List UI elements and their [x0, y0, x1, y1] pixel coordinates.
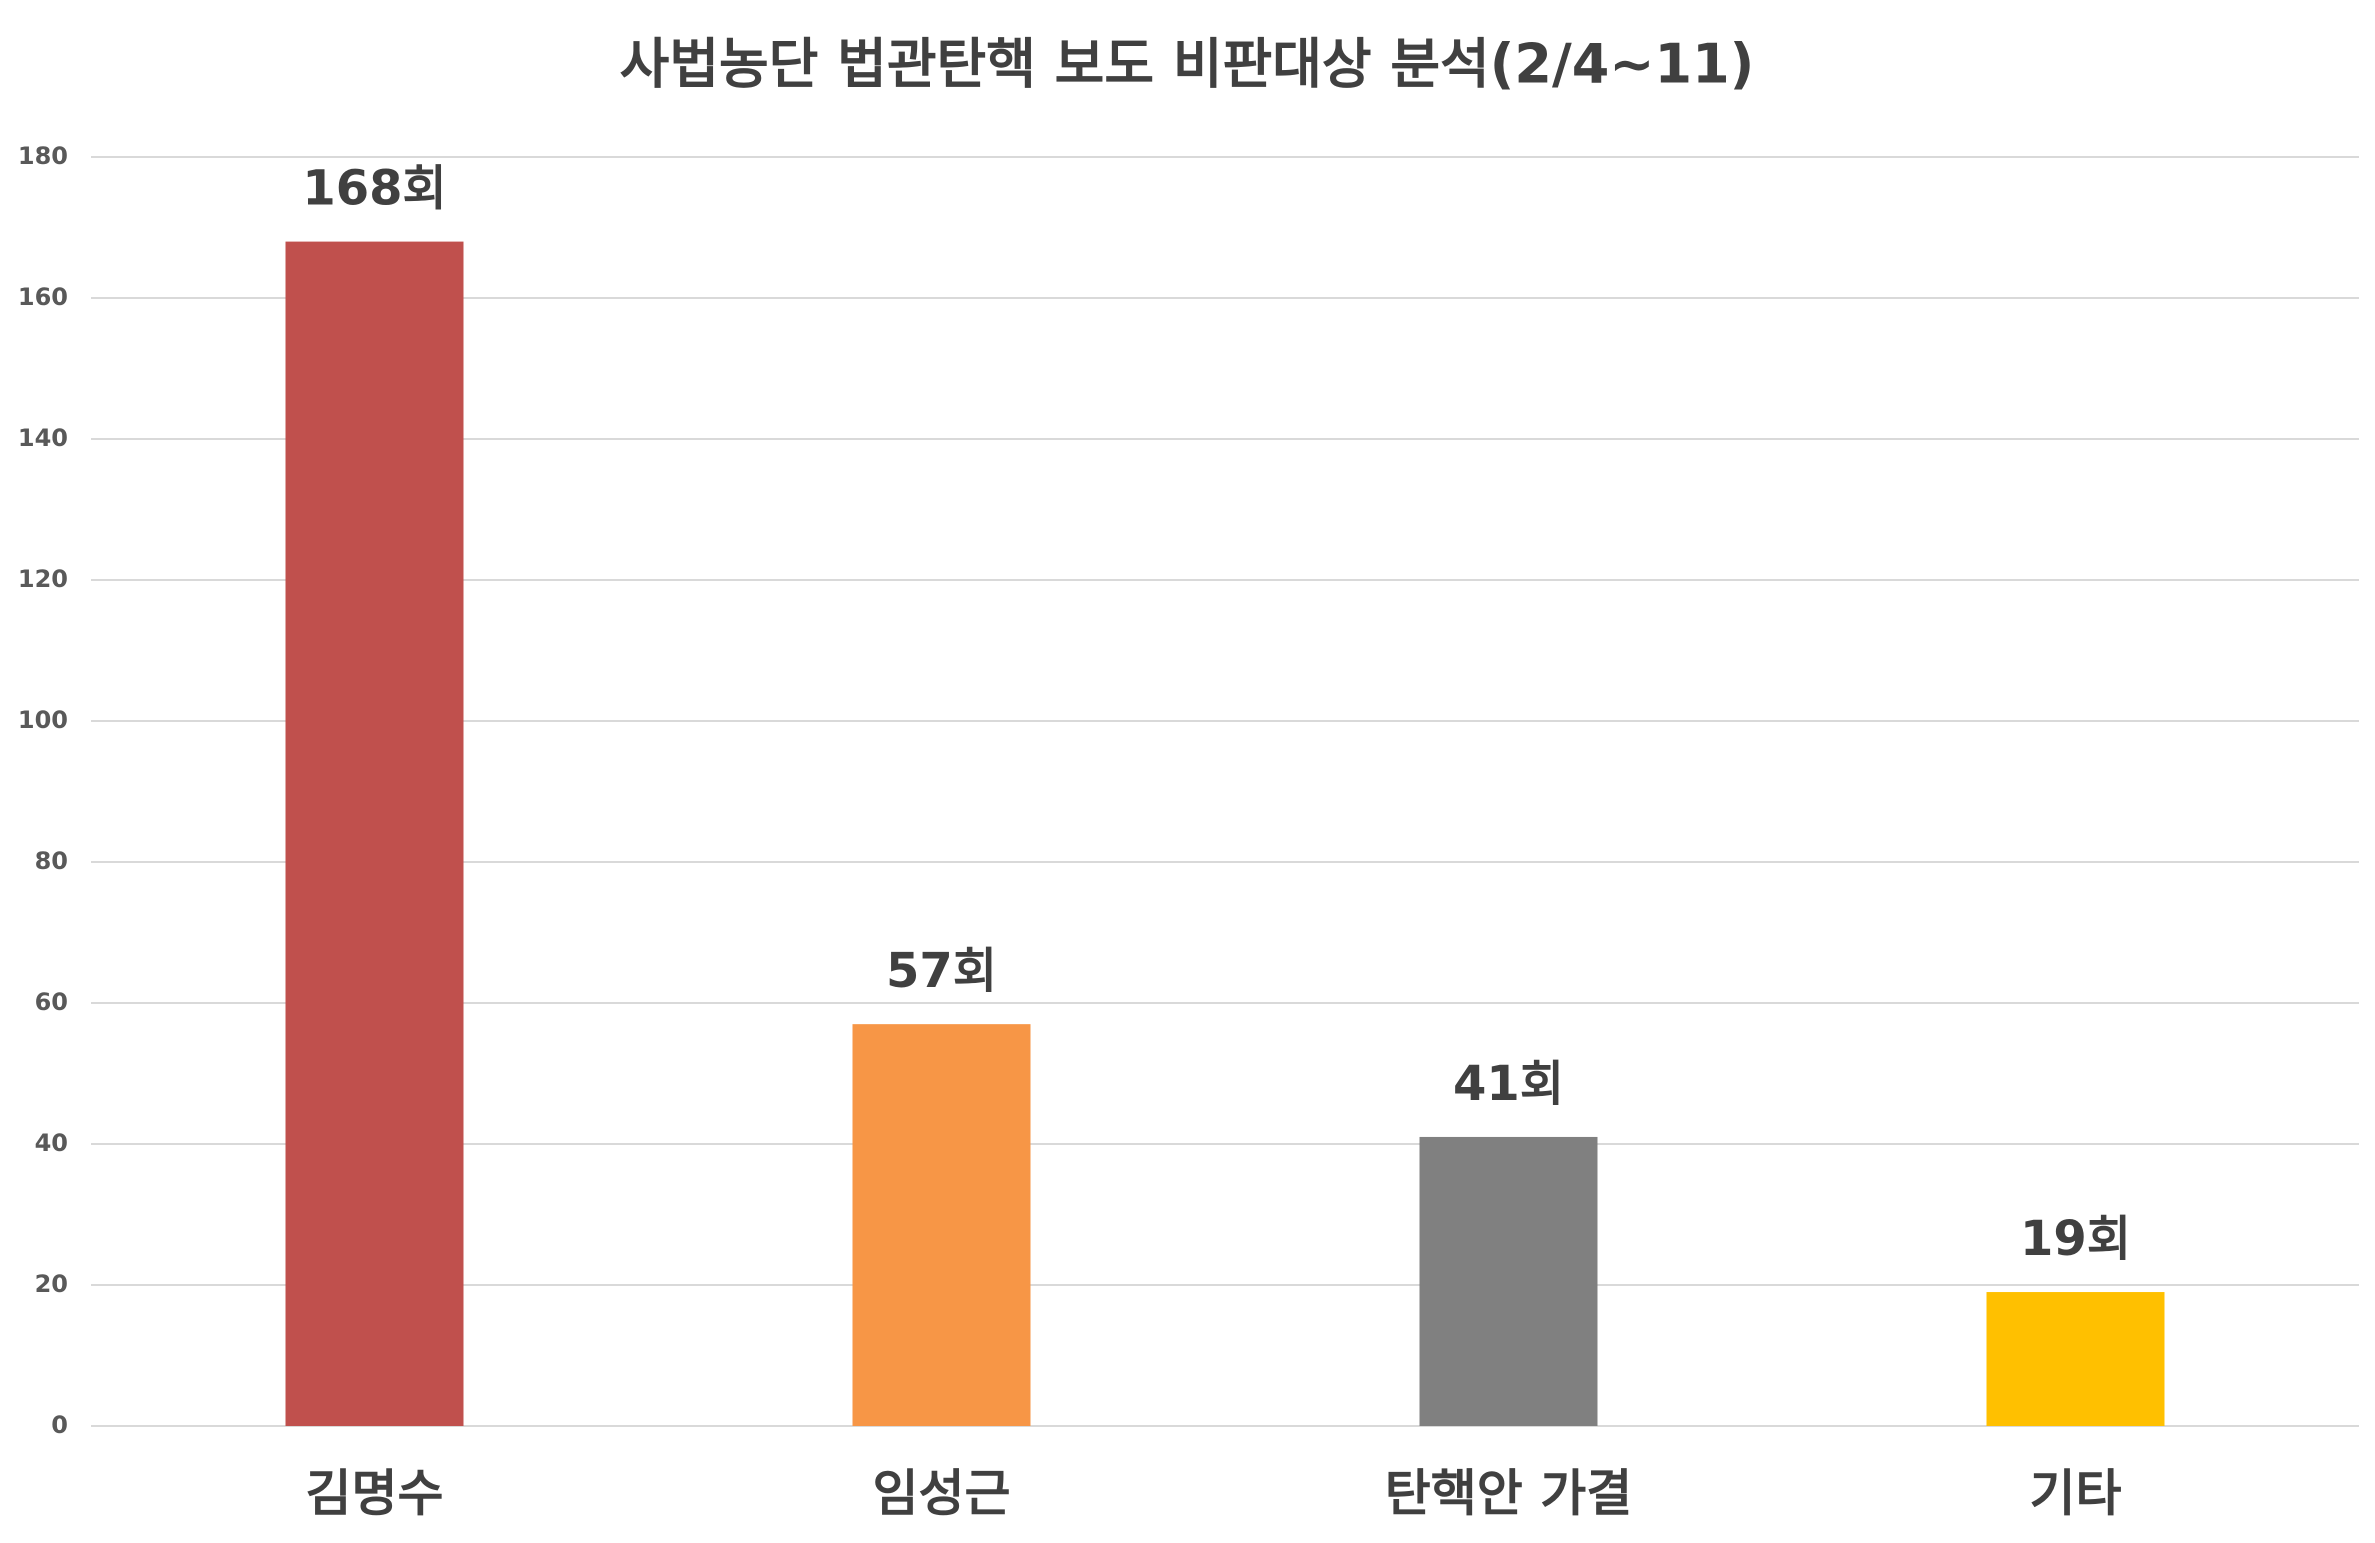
y-tick-label: 140 — [18, 424, 68, 452]
y-tick-label: 20 — [35, 1270, 68, 1298]
data-label: 19회 — [2020, 1211, 2131, 1267]
y-tick-label: 40 — [35, 1129, 68, 1157]
x-tick-label: 기타 — [2030, 1465, 2122, 1523]
y-tick-label: 160 — [18, 283, 68, 311]
y-tick-label: 180 — [18, 142, 68, 170]
y-tick-label: 60 — [35, 988, 68, 1016]
x-tick-label: 임성근 — [873, 1465, 1011, 1523]
y-tick-label: 80 — [35, 847, 68, 875]
bar — [1986, 1292, 2165, 1426]
x-tick-label: 탄핵안 가결 — [1385, 1465, 1632, 1523]
y-tick-label: 100 — [18, 706, 68, 734]
y-tick-label: 120 — [18, 565, 68, 593]
x-tick-label: 김명수 — [306, 1465, 444, 1523]
y-tick-label: 0 — [51, 1411, 68, 1439]
bar — [285, 241, 464, 1427]
bar — [1419, 1136, 1598, 1426]
data-label: 41회 — [1453, 1056, 1564, 1112]
data-label: 57회 — [886, 943, 997, 999]
bar — [852, 1024, 1031, 1426]
data-label: 168회 — [302, 161, 446, 217]
chart-title: 사법농단 법관탄핵 보도 비판대상 분석(2/4~11) — [620, 33, 1755, 96]
